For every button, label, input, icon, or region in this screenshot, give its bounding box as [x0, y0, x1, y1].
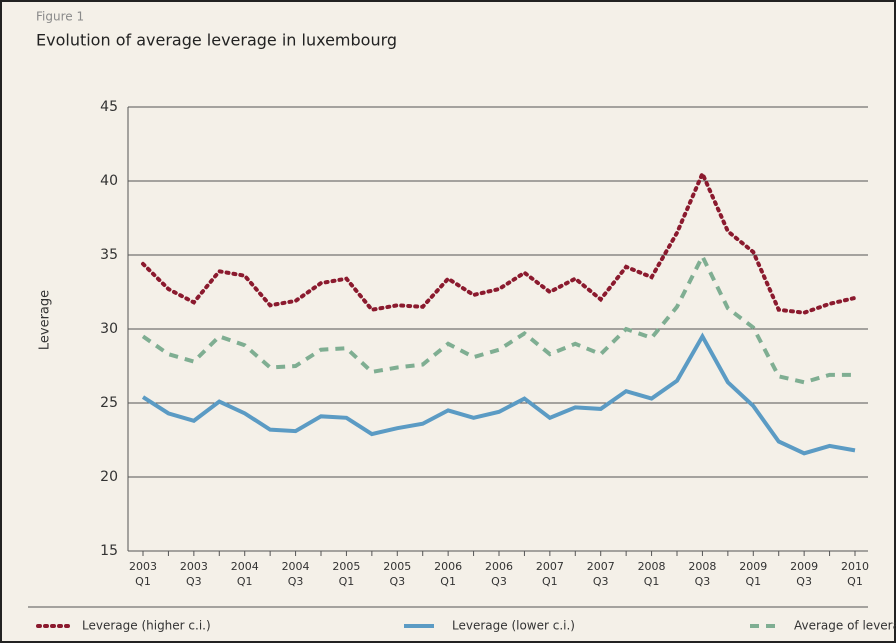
- x-tick-label-line: 2009: [790, 560, 818, 573]
- x-tick-label-line: 2006: [434, 560, 462, 573]
- chart-title: Evolution of average leverage in luxembo…: [36, 31, 397, 50]
- y-tick-label: 15: [100, 543, 118, 559]
- x-tick-label: 2006 Q1: [434, 560, 462, 588]
- x-tick-label-line: 2004: [231, 560, 259, 573]
- x-tick-label: 2008 Q3: [688, 560, 716, 588]
- x-tick-label: 2008 Q1: [638, 560, 666, 588]
- x-tick-label-line: 2008: [688, 560, 716, 573]
- x-tick-label-line: Q1: [339, 575, 355, 588]
- x-tick-label-line: Q3: [796, 575, 812, 588]
- x-tick-label: 2003 Q1: [129, 560, 157, 588]
- legend-label: Leverage (higher c.i.): [82, 619, 211, 633]
- x-tick-label-line: 2004: [282, 560, 310, 573]
- x-tick-label-line: 2007: [536, 560, 564, 573]
- x-tick-label-line: Q1: [847, 575, 863, 588]
- x-tick-label-line: Q3: [593, 575, 609, 588]
- x-tick-label: 2007 Q1: [536, 560, 564, 588]
- y-tick-label: 40: [100, 173, 118, 189]
- x-tick-label-line: Q1: [644, 575, 660, 588]
- x-tick-label-line: 2006: [485, 560, 513, 573]
- x-tick-label: 2007 Q3: [587, 560, 615, 588]
- x-tick-label-line: Q3: [491, 575, 507, 588]
- y-tick-label: 30: [100, 321, 118, 337]
- x-tick-label: 2009 Q3: [790, 560, 818, 588]
- legend-label: Average of leverage: [794, 619, 896, 633]
- x-tick-label: 2006 Q3: [485, 560, 513, 588]
- x-tick-label-line: 2008: [638, 560, 666, 573]
- y-axis-label: Leverage: [38, 290, 53, 350]
- x-tick-label: 2005 Q1: [332, 560, 360, 588]
- x-tick-label-line: Q1: [542, 575, 558, 588]
- x-tick-label-line: Q3: [695, 575, 711, 588]
- x-tick-label-line: Q3: [288, 575, 304, 588]
- x-tick-label-line: 2003: [129, 560, 157, 573]
- x-tick-label-line: Q1: [237, 575, 253, 588]
- y-tick-label: 45: [100, 99, 118, 115]
- x-tick-label: 2004 Q3: [282, 560, 310, 588]
- x-tick-label-line: 2005: [332, 560, 360, 573]
- x-tick-label: 2003 Q3: [180, 560, 208, 588]
- series-line: [141, 168, 857, 315]
- x-tick-label: 2010 Q1: [841, 560, 869, 588]
- x-tick-label-line: Q1: [745, 575, 761, 588]
- x-tick-label-line: 2005: [383, 560, 411, 573]
- x-tick-label-line: 2003: [180, 560, 208, 573]
- x-tick-label-line: 2007: [587, 560, 615, 573]
- x-tick-label-line: 2010: [841, 560, 869, 573]
- figure-label: Figure 1: [36, 10, 84, 24]
- y-tick-label: 25: [100, 395, 118, 411]
- y-tick-label: 20: [100, 469, 118, 485]
- x-tick-label: 2009 Q1: [739, 560, 767, 588]
- x-tick-label-line: Q3: [389, 575, 405, 588]
- series-line: [141, 251, 855, 385]
- x-tick-label-line: Q1: [440, 575, 456, 588]
- y-tick-label: 35: [100, 247, 118, 263]
- x-tick-label: 2004 Q1: [231, 560, 259, 588]
- x-tick-label-line: Q3: [186, 575, 202, 588]
- legend-label: Leverage (lower c.i.): [452, 619, 575, 633]
- series-line: [141, 332, 856, 456]
- x-tick-label-line: 2009: [739, 560, 767, 573]
- x-tick-label: 2005 Q3: [383, 560, 411, 588]
- x-tick-label-line: Q1: [135, 575, 151, 588]
